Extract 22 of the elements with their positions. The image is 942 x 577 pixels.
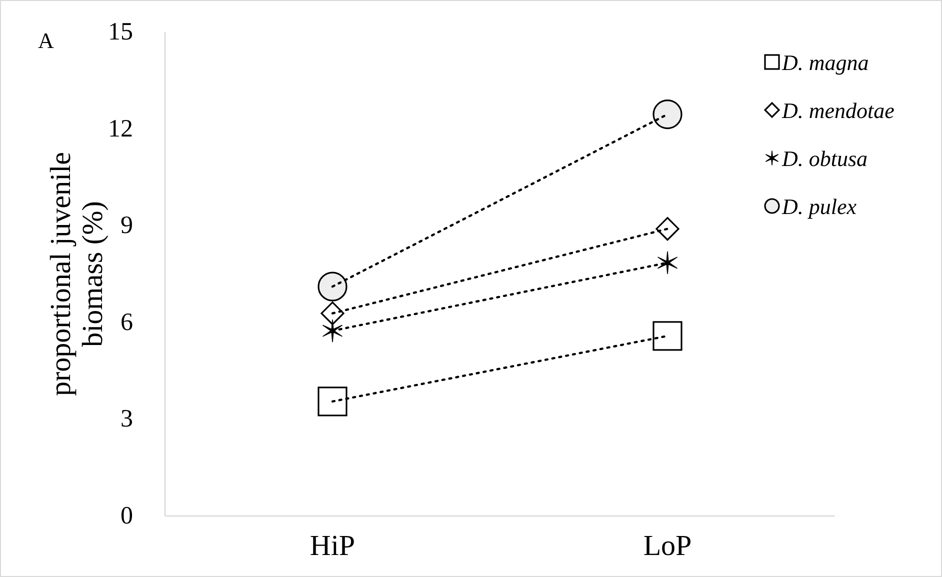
y-tick-label: 12 bbox=[108, 115, 133, 142]
legend-label: D. mendotae bbox=[781, 98, 895, 123]
legend-label: D. pulex bbox=[781, 194, 857, 219]
y-tick-label: 3 bbox=[120, 406, 133, 433]
y-tick-label: 0 bbox=[120, 502, 133, 530]
text: A bbox=[38, 28, 54, 53]
point bbox=[318, 386, 348, 416]
legend-label: D. obtusa bbox=[781, 146, 868, 171]
legend-label: D. magna bbox=[781, 50, 869, 75]
y-tick-label: 15 bbox=[108, 18, 133, 46]
y-axis-title: proportional juvenile biomass (%) bbox=[45, 152, 109, 396]
point bbox=[658, 251, 678, 274]
point bbox=[318, 272, 348, 302]
x-tick-label: HiP bbox=[310, 530, 356, 562]
point bbox=[320, 302, 344, 326]
y-tick-label: 6 bbox=[120, 308, 133, 336]
y-tick-label: 9 bbox=[120, 212, 133, 240]
point bbox=[652, 99, 682, 130]
point bbox=[322, 319, 342, 342]
point bbox=[656, 217, 680, 241]
x-tick-label: LoP bbox=[643, 530, 692, 562]
point bbox=[652, 321, 682, 351]
